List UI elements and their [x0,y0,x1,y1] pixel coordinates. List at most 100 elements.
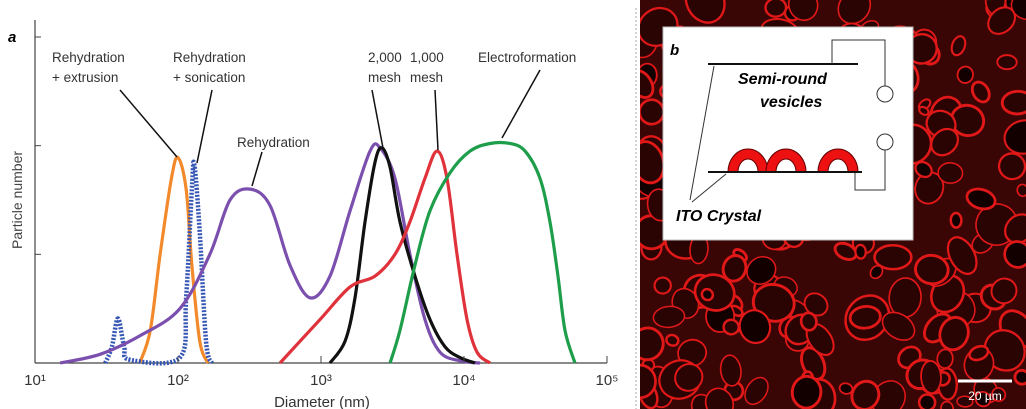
vesicle [914,171,945,205]
annotation: Electroformation [478,50,576,65]
x-tick-label: 10⁵ [596,372,619,389]
vesicle [674,363,704,392]
x-tick-label: 10² [167,372,189,389]
vesicle [738,309,772,345]
annotations: Rehydration + extrusion Rehydration + sonic… [52,50,576,187]
vesicle [965,187,997,211]
y-axis-label: Particle number [9,151,25,249]
vesicle [930,127,960,157]
label: ITO Crystal [676,208,762,225]
vesicle [684,0,726,24]
x-axis-label: Diameter (nm) [274,394,370,409]
pointer [691,173,727,203]
vesicle [693,273,736,312]
vesicle [1003,240,1026,269]
vesicle [790,374,823,409]
vesicle [968,344,990,362]
x-tick-label: 10¹ [24,372,46,389]
vesicle [652,305,686,329]
wire [831,39,886,86]
series-line [59,142,481,365]
pointer [689,65,715,201]
vesicle [956,65,974,84]
annotation: mesh [410,70,443,85]
vesicle [640,326,665,362]
vesicle [873,243,913,271]
vesicle [721,254,748,283]
series-line [328,146,476,365]
series-line [103,159,214,366]
leader-line [501,69,541,139]
vesicle [991,387,1007,403]
series-line [138,155,210,364]
scale-label: 20 µm [968,389,1002,403]
vesicle [997,152,1026,181]
vesicle [787,0,819,22]
terminal [876,85,894,103]
vesicle [1016,183,1026,198]
vesicle [640,68,655,99]
leader-line [251,151,263,187]
vesicle [722,318,740,336]
vesicle [719,354,742,387]
vesicle-icons [727,148,859,173]
vesicle [746,255,777,285]
series-line [388,140,577,364]
vesicle [949,211,963,229]
vesicle [987,6,1017,35]
vesicle [914,253,950,286]
annotation: Rehydration [52,50,125,65]
vesicle [996,54,1018,71]
annotation: 1,000 [410,50,444,65]
vesicle [914,160,933,179]
leader-line [196,89,213,164]
label: vesicles [760,94,822,111]
vesicle [640,363,657,400]
vesicle [917,393,937,409]
vesicle [1010,0,1026,21]
leader-line [119,89,178,158]
vesicle [918,105,930,116]
series-line [278,149,492,365]
vesicle [1004,213,1026,244]
vesicle [881,311,916,341]
vesicle [850,379,881,409]
vesicle [799,311,818,332]
annotation: + sonication [173,70,245,85]
vesicle [764,0,788,18]
annotation: mesh [368,70,401,85]
x-tick-label: 10⁴ [452,372,475,389]
vesicle [1003,119,1026,155]
annotation: Rehydration [173,50,246,65]
wire [854,150,886,191]
vesicle [700,287,715,302]
inset-box [662,26,914,241]
leader-line [371,89,384,149]
vesicle [950,35,967,57]
panel-label: a [8,29,16,46]
annotation: Rehydration [237,135,310,150]
vesicle [854,243,867,260]
terminal [876,133,894,151]
vesicle [936,348,954,370]
vesicle [946,236,978,275]
vesicle [665,333,680,347]
annotation: 2,000 [368,50,402,65]
vesicle [837,0,872,25]
annotation: + extrusion [52,70,118,85]
vesicle [940,400,955,409]
vesicle [970,80,991,104]
vesicle [937,162,964,184]
vesicle [956,395,974,408]
vesicle [848,304,882,330]
vesicle [920,360,942,395]
vesicle [990,277,1018,305]
vesicle [744,376,769,406]
vesicle [1000,89,1026,116]
panel-a: a Diameter (nm) Particle number Rehydrat… [8,20,618,409]
vesicle [653,276,672,295]
inset: b Semi-round vesicles ITO Crystal [662,26,914,241]
panel-label: b [670,42,679,59]
vesicle [938,315,970,352]
